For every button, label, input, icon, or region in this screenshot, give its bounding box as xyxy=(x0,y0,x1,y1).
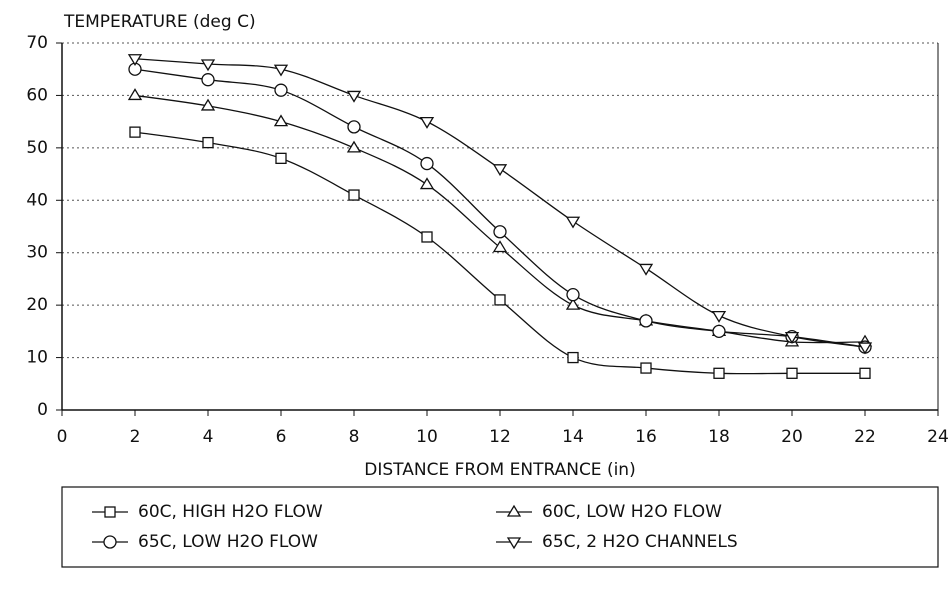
point xyxy=(566,288,580,302)
legend-label: 65C, LOW H2O FLOW xyxy=(138,532,318,552)
point xyxy=(274,83,288,97)
point xyxy=(273,64,289,77)
x-tick-label: 8 xyxy=(349,427,360,447)
x-tick-label: 22 xyxy=(854,427,876,447)
legend-marker xyxy=(506,504,522,517)
point xyxy=(711,310,727,323)
x-tick-label: 4 xyxy=(203,427,214,447)
point xyxy=(420,156,434,171)
legend-marker xyxy=(103,535,117,549)
point xyxy=(565,297,581,310)
legend-marker xyxy=(506,537,522,550)
x-tick-label: 18 xyxy=(708,427,730,447)
point xyxy=(857,342,873,355)
y-tick-label: 70 xyxy=(26,33,48,53)
x-tick-label: 24 xyxy=(927,427,948,447)
x-tick-label: 16 xyxy=(635,427,657,447)
x-axis-label: DISTANCE FROM ENTRANCE (in) xyxy=(364,460,635,480)
point xyxy=(346,90,362,103)
point xyxy=(712,324,726,339)
point xyxy=(200,98,216,111)
point xyxy=(492,164,508,177)
point xyxy=(786,367,798,379)
x-tick-label: 10 xyxy=(416,427,438,447)
y-axis-label: TEMPERATURE (deg C) xyxy=(63,12,256,32)
y-tick-label: 50 xyxy=(26,138,48,158)
x-tick-label: 20 xyxy=(781,427,803,447)
y-tick-label: 30 xyxy=(26,243,48,263)
y-tick-label: 20 xyxy=(26,295,48,315)
point xyxy=(492,240,508,253)
point xyxy=(346,140,362,153)
point xyxy=(201,73,215,87)
x-tick-label: 14 xyxy=(562,427,584,447)
legend-marker xyxy=(104,506,116,518)
point xyxy=(202,136,214,149)
point xyxy=(567,351,579,364)
point xyxy=(494,294,506,306)
legend-label: 65C, 2 H2O CHANNELS xyxy=(542,532,738,552)
point xyxy=(493,225,507,239)
point xyxy=(713,367,725,379)
point xyxy=(565,216,581,229)
point xyxy=(419,116,435,129)
point xyxy=(127,88,143,101)
point xyxy=(275,152,287,164)
x-tick-label: 0 xyxy=(57,427,68,447)
x-tick-label: 6 xyxy=(276,427,287,447)
x-tick-label: 12 xyxy=(489,427,511,447)
y-tick-label: 0 xyxy=(37,400,48,420)
point xyxy=(784,331,800,344)
point xyxy=(348,189,360,201)
point xyxy=(421,231,433,243)
y-tick-label: 60 xyxy=(26,85,48,105)
point xyxy=(859,367,871,379)
point xyxy=(273,114,289,127)
point xyxy=(200,59,216,72)
point xyxy=(638,263,654,276)
point xyxy=(640,362,652,374)
point xyxy=(347,120,361,134)
x-tick-label: 2 xyxy=(130,427,141,447)
point xyxy=(639,314,653,328)
point xyxy=(129,126,141,138)
legend-label: 60C, LOW H2O FLOW xyxy=(542,502,722,522)
legend-label: 60C, HIGH H2O FLOW xyxy=(138,502,323,522)
point xyxy=(419,177,435,190)
legend-box xyxy=(61,486,939,568)
y-tick-label: 10 xyxy=(26,348,48,368)
y-tick-label: 40 xyxy=(26,190,48,210)
point xyxy=(127,54,143,66)
